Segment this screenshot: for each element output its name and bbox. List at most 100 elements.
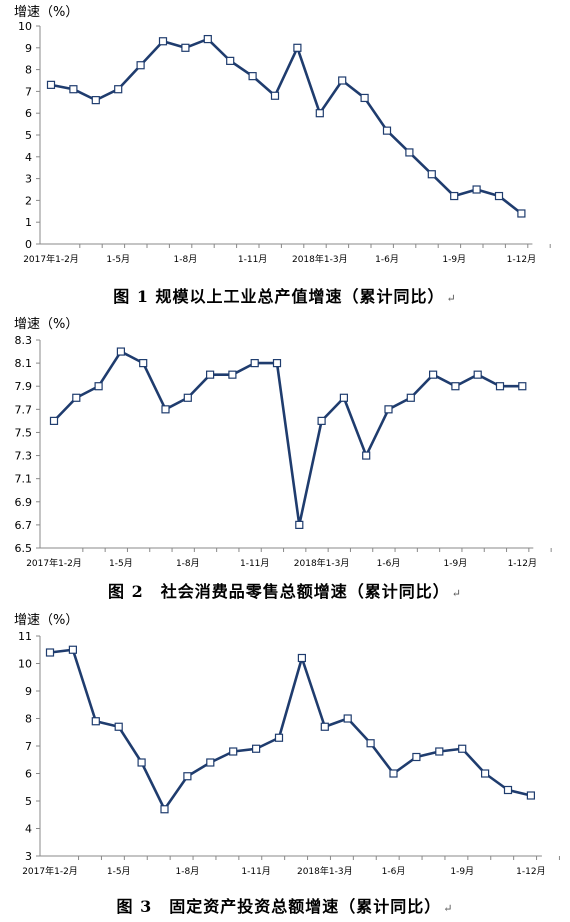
y-tick-label: 3 [25, 173, 32, 186]
data-point [320, 722, 329, 731]
data-point [472, 185, 481, 194]
x-tick-label: 1-5月 [106, 254, 130, 265]
data-point [94, 382, 103, 391]
y-axis-label: 增速（%） [14, 317, 78, 332]
caption-text: 图 2 社会消费品零售总额增速（累计同比） [108, 582, 450, 601]
x-tick-label: 1-6月 [382, 866, 406, 877]
y-axis-label: 增速（%） [14, 613, 78, 628]
x-tick-label: 1-8月 [174, 254, 198, 265]
series-line [50, 37, 523, 215]
y-tick-label: 7.1 [15, 473, 33, 486]
x-tick-label: 1-5月 [109, 558, 133, 569]
x-tick-label: 1-9月 [450, 866, 474, 877]
x-tick-label: 1-9月 [442, 254, 466, 265]
y-tick-label: 10 [18, 20, 32, 33]
x-tick-label: 2017年1-2月 [26, 557, 82, 569]
x-tick-label: 1-6月 [377, 558, 401, 569]
data-point [382, 126, 392, 135]
y-tick-label: 3 [25, 850, 32, 863]
x-tick-label: 1-8月 [176, 558, 200, 569]
data-point [183, 772, 192, 781]
y-tick-label: 5 [25, 129, 32, 142]
y-tick-label: 6.9 [15, 496, 33, 509]
x-tick-label: 2017年1-2月 [22, 865, 78, 877]
data-point [139, 359, 148, 368]
y-tick-label: 7 [25, 85, 32, 98]
y-axis-label: 增速（%） [14, 5, 78, 20]
data-point [252, 744, 261, 753]
data-point [160, 805, 169, 814]
x-tick-label: 2018年1-3月 [292, 253, 348, 265]
return-mark: ↵ [443, 902, 454, 915]
data-point [429, 370, 438, 379]
data-point [229, 747, 238, 756]
data-point [91, 717, 100, 726]
data-point [450, 191, 459, 201]
data-point [203, 34, 212, 44]
y-tick-label: 6 [25, 768, 32, 781]
data-point [293, 43, 302, 52]
data-point [406, 393, 415, 402]
data-point [206, 370, 215, 379]
data-point [161, 405, 170, 414]
data-point [366, 739, 375, 748]
x-tick-label: 1-5月 [107, 866, 131, 877]
data-point [494, 191, 504, 201]
y-tick-label: 6 [25, 107, 32, 120]
data-point [297, 653, 306, 663]
y-tick-label: 11 [18, 630, 32, 643]
y-tick-label: 2 [25, 194, 32, 207]
y-tick-label: 8.3 [15, 334, 33, 347]
chart-panel-2: 增速（%） 6.5 6.7 6.9 7.1 7.3 7.5 7.7 7.9 8.1 8.3 2017年… [0, 310, 570, 610]
y-tick-label: 6.5 [15, 542, 33, 555]
x-tick-label: 2017年1-2月 [23, 253, 79, 265]
series-line [49, 648, 532, 811]
chart-svg-fixed-asset-investment: 增速（%） 3 4 5 6 7 8 9 10 11 2017年1-2月 1-5月 1-8月 1-11月 20… [14, 613, 560, 877]
chart-panel-3: 增速（%） 3 4 5 6 7 8 9 10 11 2017年1-2月 1-5月 1-8月 1-11月 20… [0, 608, 570, 922]
data-point [272, 359, 282, 368]
data-point [136, 61, 145, 70]
data-point [158, 37, 168, 46]
data-point [458, 744, 467, 753]
data-point [46, 80, 56, 89]
y-tick-label: 4 [25, 823, 32, 836]
x-tick-label: 1-11月 [240, 558, 269, 569]
caption-text: 图 1 规模以上工业总产值增速（累计同比） [113, 287, 445, 306]
y-tick-label: 7.3 [15, 450, 33, 463]
data-point [68, 645, 78, 654]
data-point [91, 96, 100, 105]
data-point [362, 451, 371, 460]
chart-svg-retail-sales: 增速（%） 6.5 6.7 6.9 7.1 7.3 7.5 7.7 7.9 8.1 8.3 2017年… [14, 317, 552, 569]
data-point [473, 370, 482, 379]
x-tick-label: 1-8月 [176, 866, 200, 877]
data-point [45, 648, 55, 657]
y-tick-label: 7.5 [15, 426, 33, 439]
data-point [228, 370, 237, 379]
data-point [206, 758, 215, 767]
y-tick-label: 6.7 [15, 519, 33, 532]
data-point [495, 382, 505, 391]
data-point [518, 382, 527, 391]
y-tick-label: 9 [25, 42, 32, 55]
y-tick-label: 4 [25, 151, 32, 164]
data-point [72, 393, 81, 402]
data-point [248, 72, 257, 81]
data-point [435, 747, 444, 756]
x-tick-label: 2018年1-3月 [294, 557, 350, 569]
data-point [274, 733, 284, 742]
y-tick-label: 0 [25, 238, 32, 251]
x-tick-label: 1-6月 [375, 254, 399, 265]
data-point [339, 393, 348, 402]
y-tick-label: 5 [25, 795, 32, 808]
x-tick-label: 1-11月 [238, 254, 267, 265]
series-line [53, 350, 523, 527]
chart-svg-industrial-output: 增速（%） 0 1 2 3 4 5 6 7 8 9 10 2017年1-2月 1-5月 1-8月 1-11月 2… [14, 5, 551, 265]
data-point [49, 416, 59, 425]
x-tick-label: 1-11月 [241, 866, 270, 877]
data-point [427, 170, 436, 179]
data-point [503, 785, 513, 795]
data-point [183, 393, 192, 402]
chart-caption-3: 图 3 固定资产投资总额增速（累计同比） ↵ [0, 893, 570, 917]
y-tick-label: 10 [18, 658, 32, 671]
return-mark: ↵ [446, 292, 457, 305]
